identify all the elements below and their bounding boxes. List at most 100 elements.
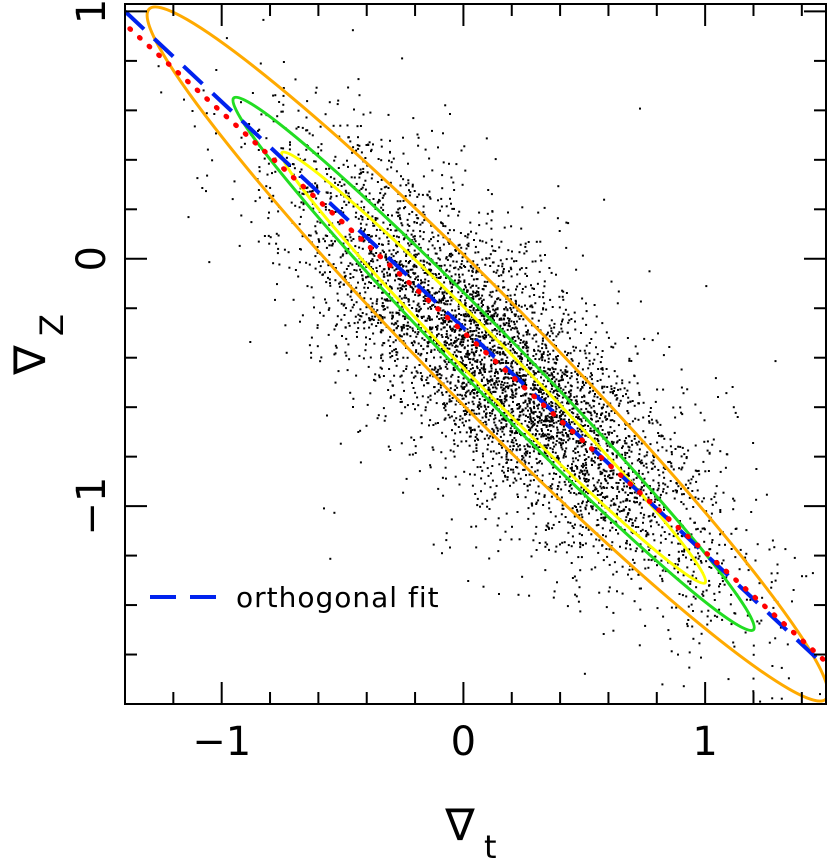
scatter-point bbox=[333, 511, 336, 514]
scatter-point bbox=[622, 395, 624, 398]
scatter-point bbox=[447, 413, 450, 416]
scatter-point bbox=[459, 280, 462, 283]
scatter-point bbox=[532, 355, 535, 357]
scatter-point bbox=[608, 548, 611, 551]
scatter-point bbox=[476, 359, 479, 362]
scatter-point bbox=[653, 515, 656, 518]
scatter-point bbox=[564, 483, 567, 486]
scatter-point bbox=[411, 341, 413, 344]
scatter-point bbox=[652, 454, 655, 457]
scatter-point bbox=[585, 356, 588, 359]
scatter-point bbox=[463, 424, 465, 427]
scatter-point bbox=[568, 437, 571, 440]
scatter-point bbox=[406, 321, 409, 324]
scatter-point bbox=[472, 291, 475, 294]
scatter-point bbox=[552, 391, 555, 394]
scatter-point bbox=[522, 378, 525, 381]
scatter-point bbox=[481, 416, 484, 419]
scatter-point bbox=[672, 406, 675, 409]
scatter-point bbox=[443, 402, 446, 405]
scatter-point bbox=[608, 474, 611, 477]
scatter-point bbox=[554, 515, 557, 518]
scatter-point bbox=[499, 435, 502, 438]
scatter-point bbox=[403, 207, 405, 210]
scatter-point bbox=[274, 94, 277, 97]
scatter-point bbox=[494, 424, 497, 427]
scatter-point bbox=[468, 315, 470, 318]
scatter-point bbox=[294, 78, 297, 81]
scatter-point bbox=[600, 367, 603, 370]
scatter-point bbox=[479, 429, 482, 432]
scatter-point bbox=[683, 462, 686, 465]
scatter-point bbox=[454, 403, 457, 406]
scatter-point bbox=[455, 260, 458, 263]
scatter-point bbox=[442, 296, 445, 298]
scatter-point bbox=[539, 350, 542, 353]
scatter-point bbox=[543, 495, 546, 498]
scatter-point bbox=[600, 472, 603, 475]
scatter-point bbox=[531, 337, 534, 340]
scatter-point bbox=[525, 347, 528, 350]
scatter-point bbox=[442, 309, 445, 312]
scatter-point bbox=[543, 433, 546, 436]
scatter-point bbox=[442, 494, 445, 497]
scatter-point bbox=[414, 293, 417, 296]
scatter-point bbox=[493, 375, 496, 377]
scatter-point bbox=[437, 389, 440, 392]
scatter-point bbox=[310, 336, 313, 339]
scatter-point bbox=[604, 479, 607, 482]
scatter-point bbox=[461, 334, 464, 337]
scatter-point bbox=[602, 518, 605, 521]
scatter-point bbox=[389, 299, 392, 302]
scatter-point bbox=[669, 438, 672, 441]
scatter-point bbox=[472, 290, 475, 293]
scatter-point bbox=[531, 445, 534, 448]
scatter-point bbox=[511, 327, 514, 329]
scatter-point bbox=[570, 399, 573, 402]
scatter-point bbox=[543, 285, 546, 288]
scatter-point bbox=[580, 464, 583, 467]
scatter-point bbox=[401, 288, 404, 291]
scatter-point bbox=[397, 215, 400, 218]
scatter-point bbox=[392, 249, 395, 252]
scatter-point bbox=[477, 291, 480, 293]
scatter-point bbox=[436, 334, 439, 337]
scatter-point bbox=[467, 389, 470, 392]
scatter-point bbox=[376, 279, 379, 282]
scatter-point bbox=[518, 444, 521, 447]
scatter-point bbox=[215, 132, 217, 135]
scatter-point bbox=[551, 448, 554, 451]
scatter-point bbox=[700, 656, 702, 659]
scatter-point bbox=[445, 333, 448, 335]
scatter-point bbox=[282, 87, 285, 89]
scatter-point bbox=[595, 415, 598, 418]
scatter-point bbox=[471, 429, 474, 431]
scatter-point bbox=[615, 398, 618, 401]
scatter-point bbox=[440, 334, 443, 336]
scatter-point bbox=[324, 234, 327, 237]
scatter-point bbox=[357, 281, 359, 284]
scatter-point bbox=[417, 136, 420, 139]
scatter-point bbox=[552, 376, 555, 379]
scatter-point bbox=[541, 396, 544, 399]
scatter-point bbox=[597, 467, 600, 470]
scatter-point bbox=[442, 321, 445, 323]
scatter-point bbox=[577, 365, 580, 368]
scatter-point bbox=[382, 308, 385, 311]
scatter-point bbox=[467, 580, 470, 582]
scatter-point bbox=[419, 223, 422, 226]
scatter-point bbox=[334, 211, 337, 213]
scatter-point bbox=[409, 260, 412, 262]
scatter-point bbox=[560, 323, 563, 326]
scatter-point bbox=[524, 272, 527, 275]
scatter-point bbox=[550, 372, 553, 375]
scatter-point bbox=[441, 336, 444, 338]
scatter-point bbox=[488, 412, 491, 414]
scatter-point bbox=[708, 519, 711, 522]
scatter-point bbox=[573, 492, 576, 494]
scatter-point bbox=[327, 333, 330, 336]
scatter-point bbox=[780, 697, 783, 700]
scatter-point bbox=[551, 306, 554, 308]
scatter-point bbox=[319, 360, 322, 363]
scatter-point bbox=[547, 350, 550, 353]
